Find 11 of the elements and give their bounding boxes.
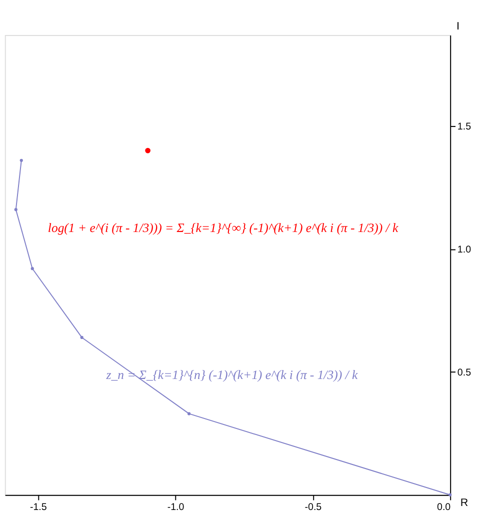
annotation: z_n = Σ_{k=1}^{n} (-1)^(k+1) e^(k i (π - 1/3)) / k bbox=[105, 368, 358, 382]
y-tick-label: 1.0 bbox=[457, 244, 472, 256]
x-tick-label: -1.5 bbox=[30, 502, 48, 514]
x-tick-label: -0.5 bbox=[304, 502, 322, 514]
x-tick-label: -1.0 bbox=[167, 502, 185, 514]
x-tick-label: 0.0 bbox=[437, 502, 452, 514]
x-axis-title: R bbox=[460, 497, 468, 510]
y-tick-label: 1.5 bbox=[457, 121, 472, 132]
y-axis-title: I bbox=[456, 20, 460, 33]
annotation: log(1 + e^(i (π - 1/3))) = Σ_{k=1}^{∞} (-1)^(k+1) e^(k i (π - 1/3)) / k bbox=[48, 221, 399, 236]
y-tick-label: 0.5 bbox=[457, 367, 472, 378]
